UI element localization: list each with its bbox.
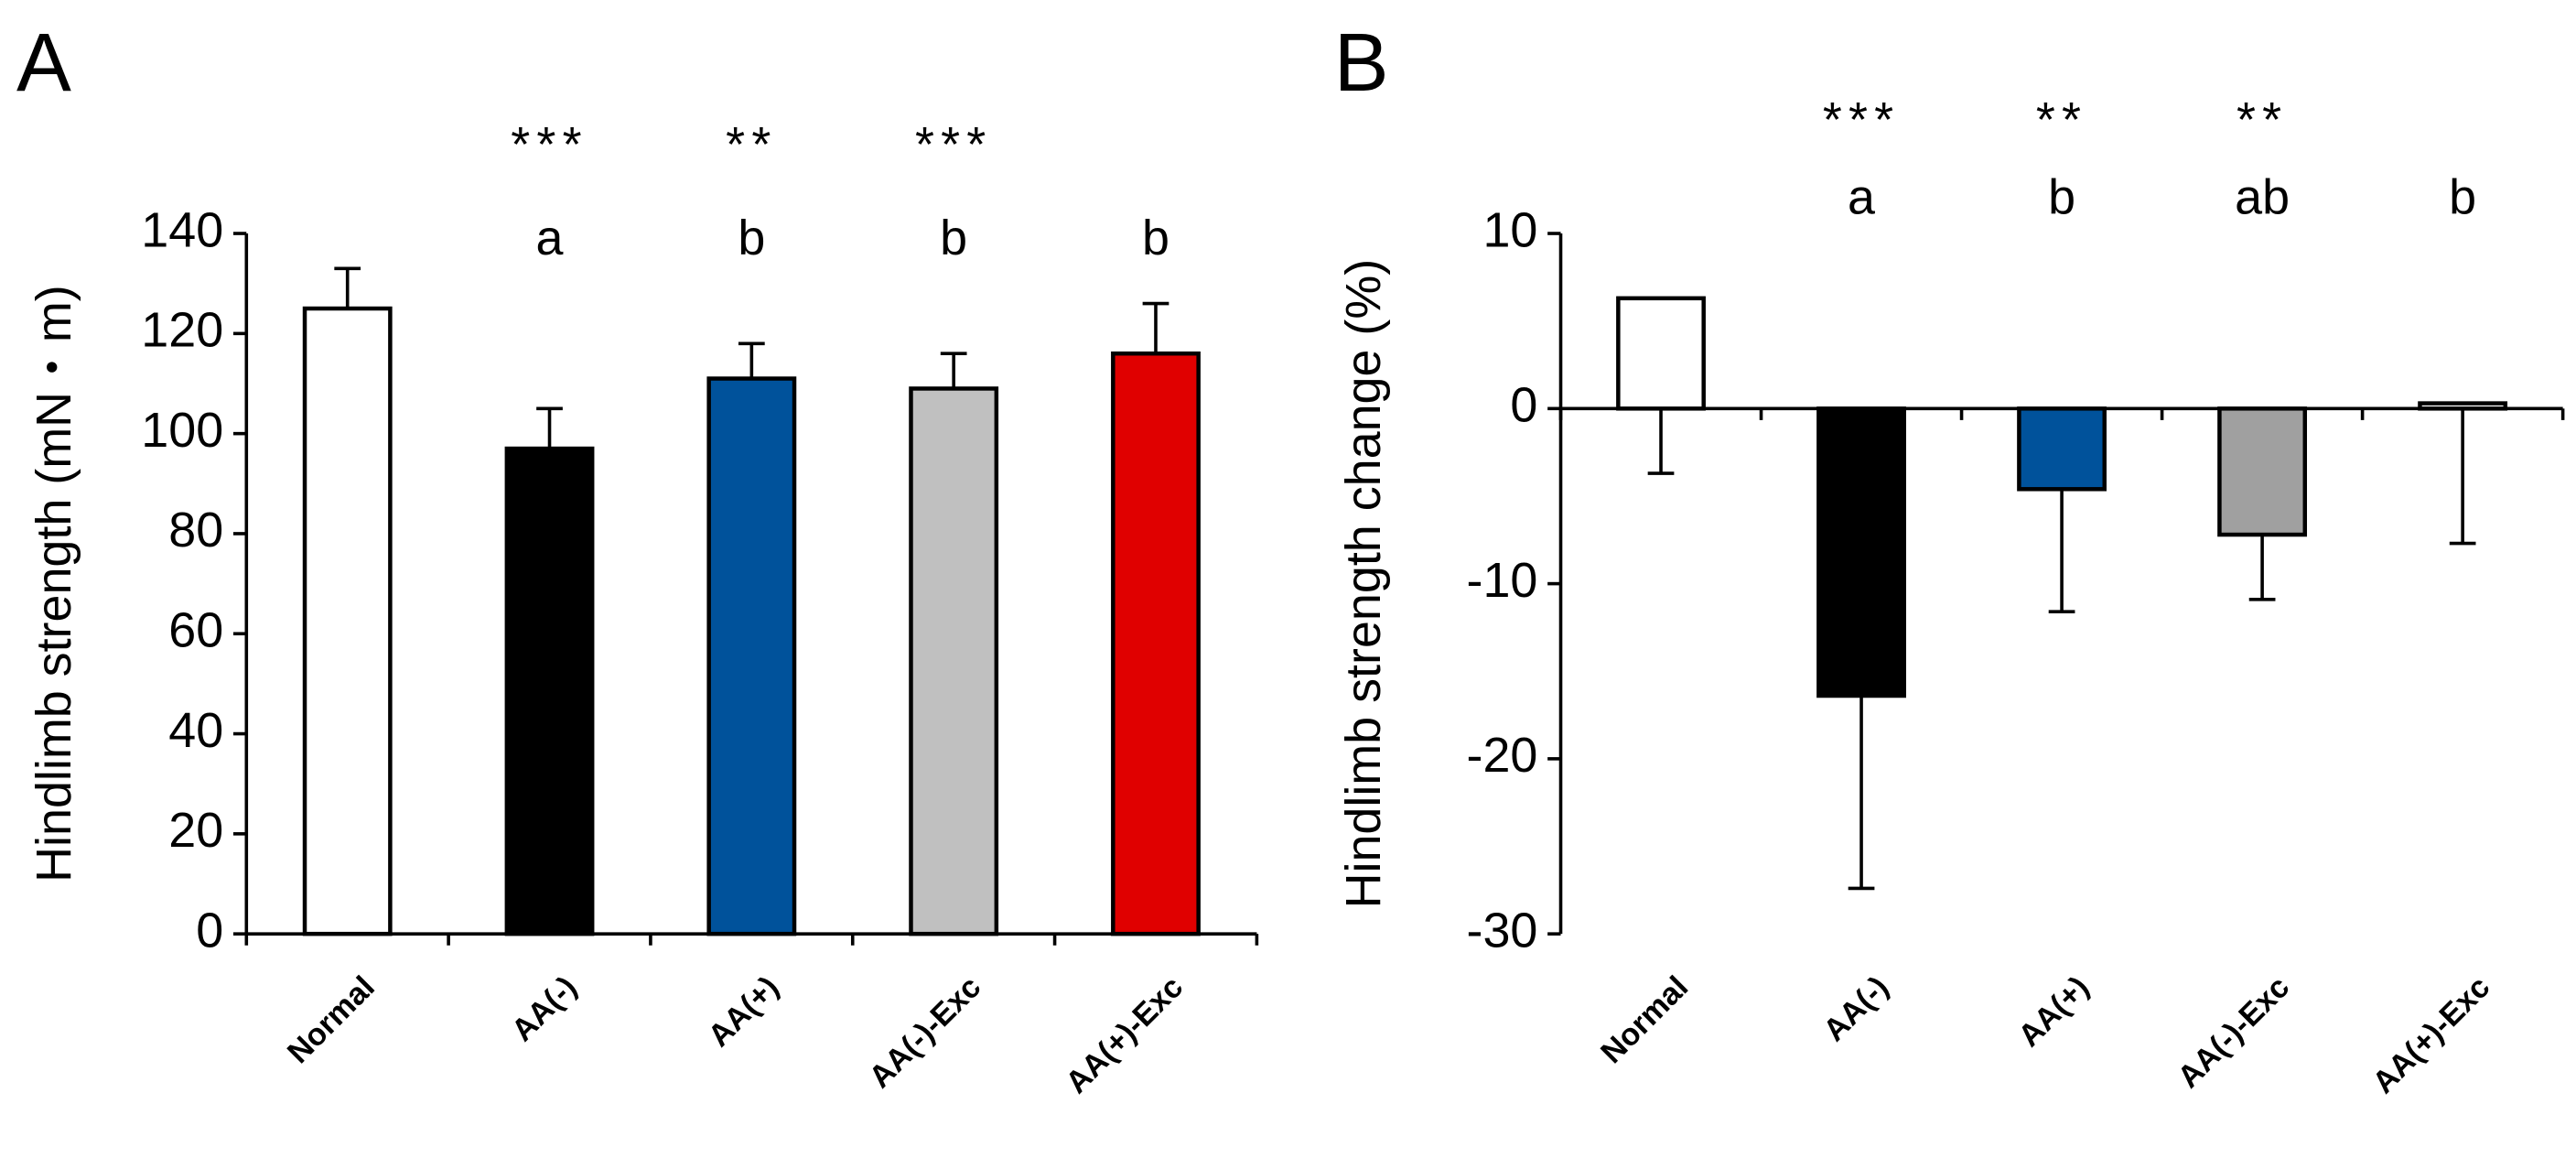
- y-tick-label: 100: [141, 403, 223, 458]
- x-tick-label: AA(-): [1816, 969, 1895, 1048]
- significance-stars: **: [726, 117, 777, 172]
- y-tick-label: 40: [168, 703, 223, 758]
- y-tick-label: 0: [196, 903, 223, 958]
- y-tick-label: -20: [1467, 728, 1538, 783]
- significance-stars: **: [2036, 92, 2087, 147]
- bar: [909, 386, 999, 936]
- group-letter: ab: [2235, 169, 2290, 224]
- y-tick-label: 140: [141, 202, 223, 257]
- bar: [706, 376, 797, 936]
- x-tick-label: Normal: [1594, 969, 1695, 1070]
- significance-stars: **: [2236, 92, 2288, 147]
- bar: [1111, 351, 1201, 936]
- panel-label: A: [16, 17, 71, 109]
- y-tick-label: 60: [168, 602, 223, 657]
- y-tick-label: 80: [168, 503, 223, 557]
- y-tick-label: 10: [1482, 202, 1537, 257]
- group-letter: b: [738, 211, 765, 265]
- x-tick-label: AA(+): [702, 969, 786, 1054]
- panel-label: B: [1334, 17, 1389, 109]
- y-axis-label: Hindlimb strength (mN・m): [27, 285, 81, 882]
- x-tick-label: AA(+): [2011, 969, 2096, 1054]
- x-tick-label: AA(-)-Exc: [863, 969, 988, 1095]
- bar: [302, 306, 393, 936]
- x-tick-label: AA(-): [505, 969, 584, 1048]
- significance-stars: ***: [915, 117, 992, 172]
- y-tick-label: 120: [141, 303, 223, 358]
- y-tick-label: -30: [1467, 903, 1538, 958]
- group-letter: b: [1142, 211, 1169, 265]
- bar: [1616, 296, 1706, 411]
- group-letter: a: [536, 211, 564, 265]
- x-tick-label: AA(-)-Exc: [2172, 969, 2297, 1095]
- bar: [504, 446, 595, 936]
- group-letter: b: [940, 211, 967, 265]
- y-axis-label: Hindlimb strength change (%): [1336, 259, 1391, 909]
- bar: [2217, 406, 2308, 537]
- significance-stars: ***: [511, 117, 587, 172]
- group-letter: b: [2449, 169, 2476, 224]
- y-tick-label: 20: [168, 803, 223, 858]
- x-tick-label: AA(+)-Exc: [1059, 969, 1190, 1100]
- group-letter: a: [1848, 169, 1875, 224]
- bar: [2418, 401, 2508, 411]
- x-tick-label: Normal: [281, 969, 382, 1070]
- y-tick-label: -10: [1467, 553, 1538, 608]
- bar: [1816, 406, 1906, 698]
- x-tick-label: AA(+)-Exc: [2366, 969, 2497, 1100]
- y-tick-label: 0: [1510, 378, 1537, 433]
- group-letter: b: [2048, 169, 2075, 224]
- bar: [2017, 406, 2107, 492]
- significance-stars: ***: [1823, 92, 1900, 147]
